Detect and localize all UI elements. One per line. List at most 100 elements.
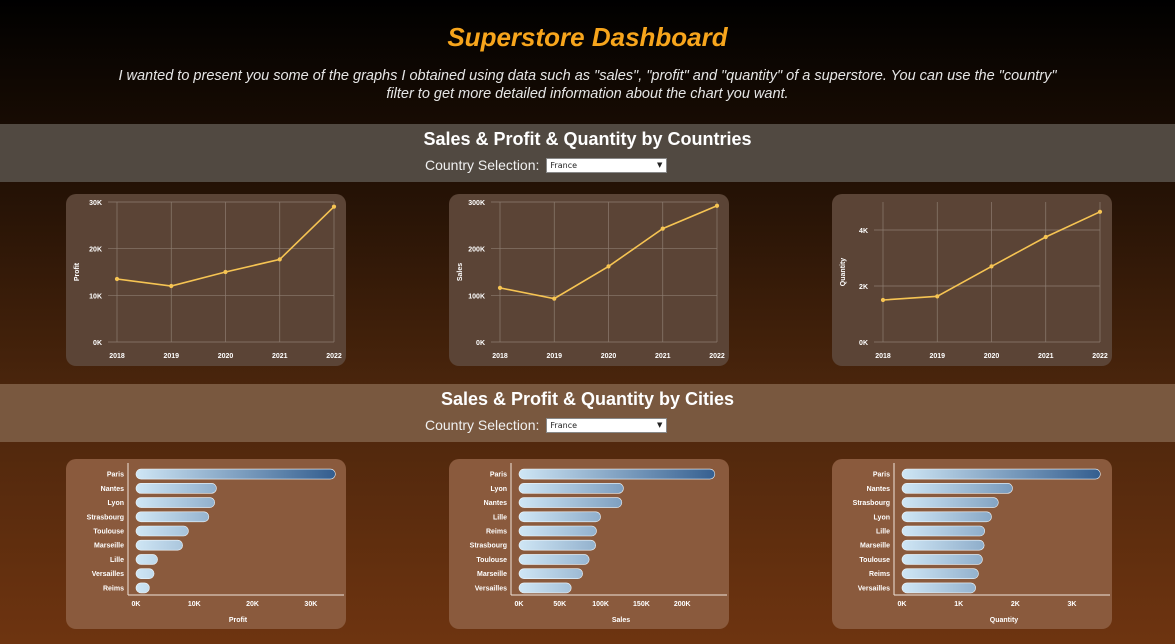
bar bbox=[901, 568, 979, 579]
countries-section-header: Sales & Profit & Quantity by Countries C… bbox=[0, 124, 1175, 182]
category-label: Lyon bbox=[874, 514, 890, 521]
x-tick-label: 3K bbox=[1068, 601, 1077, 608]
category-label: Nantes bbox=[101, 486, 124, 493]
data-point bbox=[660, 226, 665, 231]
data-point bbox=[169, 283, 174, 289]
sales-by-city-panel: Paris Lyon Nantes Lille Reims Strasbourg Toulo… bbox=[449, 459, 729, 629]
chevron-down-icon: ▼ bbox=[657, 420, 663, 429]
x-tick-label: 2K bbox=[1011, 601, 1020, 608]
profit-by-city-panel: Paris Nantes Lyon Strasbourg Toulouse Marseil… bbox=[66, 459, 346, 629]
x-tick-label: 0K bbox=[132, 601, 141, 608]
profit-by-year-chart: 0K 10K 20K 30K 2018 2019 2020 2021 2022 Profit bbox=[74, 200, 342, 360]
quantity-by-year-chart: 0K 2K 4K 2018 2019 2020 2021 2022 Quantity bbox=[840, 202, 1108, 360]
category-label: Versailles bbox=[858, 585, 890, 592]
bar bbox=[135, 468, 336, 480]
data-point bbox=[114, 276, 120, 282]
quantity-by-year-panel: 0K 2K 4K 2018 2019 2020 2021 2022 Quantity bbox=[832, 194, 1112, 366]
x-tick-label: 30K bbox=[304, 601, 317, 608]
intro-text: I wanted to present you some of the grap… bbox=[118, 68, 1057, 102]
profit-by-city-chart: Paris Nantes Lyon Strasbourg Toulouse Marseil… bbox=[87, 463, 344, 624]
x-tick-label: 2019 bbox=[163, 353, 179, 360]
x-tick-label: 2021 bbox=[1038, 353, 1054, 360]
category-label: Marseille bbox=[477, 571, 507, 578]
y-tick-label: 4K bbox=[859, 228, 868, 235]
chevron-down-icon: ▼ bbox=[657, 160, 663, 169]
x-tick-label: 2022 bbox=[326, 353, 342, 360]
country-filter-label: Country Selection: bbox=[425, 157, 540, 173]
quantity-by-city-panel: Paris Nantes Strasbourg Lyon Lille Marseille T… bbox=[832, 459, 1112, 629]
data-point bbox=[606, 264, 611, 269]
y-tick-label: 30K bbox=[89, 200, 102, 207]
bar bbox=[901, 539, 985, 551]
bar bbox=[901, 468, 1101, 480]
category-label: Paris bbox=[490, 472, 507, 479]
bar bbox=[135, 497, 215, 508]
dashboard-title: Superstore Dashboard bbox=[447, 22, 728, 52]
x-tick-label: 0K bbox=[515, 601, 524, 608]
category-label: Paris bbox=[107, 472, 124, 479]
city-country-select-value: France bbox=[550, 420, 578, 430]
y-tick-label: 2K bbox=[859, 284, 868, 291]
data-point bbox=[277, 257, 282, 262]
category-label: Toulouse bbox=[859, 557, 890, 564]
y-tick-label: 300K bbox=[468, 200, 485, 207]
data-point bbox=[497, 285, 503, 290]
data-point bbox=[880, 297, 886, 303]
x-axis-label: Profit bbox=[229, 617, 248, 624]
x-tick-label: 2020 bbox=[601, 353, 617, 360]
y-axis-label: Quantity bbox=[840, 258, 847, 286]
y-axis-label: Sales bbox=[457, 263, 464, 281]
category-label: Reims bbox=[486, 529, 507, 536]
data-point bbox=[935, 294, 940, 299]
bar bbox=[518, 497, 623, 508]
x-tick-label: 200K bbox=[674, 601, 691, 608]
bar bbox=[518, 525, 597, 537]
bar bbox=[901, 554, 983, 565]
x-tick-label: 2019 bbox=[546, 353, 562, 360]
x-tick-label: 1K bbox=[954, 601, 963, 608]
category-label: Lille bbox=[876, 529, 890, 536]
cities-section-header: Sales & Profit & Quantity by Cities Coun… bbox=[0, 384, 1175, 442]
x-tick-label: 2018 bbox=[109, 353, 125, 360]
category-label: Lyon bbox=[491, 486, 507, 493]
city-country-select[interactable]: France ▼ bbox=[546, 417, 668, 433]
bar bbox=[518, 582, 572, 594]
bar bbox=[518, 539, 597, 551]
bar bbox=[518, 511, 601, 523]
bar bbox=[518, 483, 624, 494]
category-label: Strasbourg bbox=[470, 543, 507, 550]
x-tick-label: 100K bbox=[592, 601, 609, 608]
bar bbox=[901, 497, 999, 508]
category-label: Nantes bbox=[867, 486, 890, 493]
data-point bbox=[223, 269, 228, 275]
x-tick-label: 20K bbox=[246, 601, 259, 608]
x-tick-label: 2021 bbox=[655, 353, 671, 360]
category-label: Nantes bbox=[484, 500, 507, 507]
x-tick-label: 2021 bbox=[272, 353, 288, 360]
bar bbox=[135, 582, 150, 594]
data-point bbox=[1043, 234, 1048, 240]
category-label: Paris bbox=[873, 472, 890, 479]
x-tick-label: 2018 bbox=[492, 353, 508, 360]
y-tick-label: 100K bbox=[468, 293, 485, 300]
bar bbox=[135, 525, 189, 537]
bar bbox=[901, 483, 1013, 494]
y-tick-label: 10K bbox=[89, 293, 102, 300]
x-axis-label: Sales bbox=[612, 617, 630, 624]
data-point bbox=[989, 264, 994, 269]
data-point bbox=[552, 296, 557, 301]
x-tick-label: 50K bbox=[553, 601, 566, 608]
category-label: Toulouse bbox=[93, 529, 124, 536]
y-axis-label: Profit bbox=[74, 262, 81, 281]
data-point bbox=[714, 203, 720, 208]
bar bbox=[135, 539, 183, 551]
profit-by-year-panel: 0K 10K 20K 30K 2018 2019 2020 2021 2022 Profit bbox=[66, 194, 346, 366]
category-label: Reims bbox=[869, 571, 890, 578]
category-label: Lyon bbox=[108, 500, 124, 507]
category-label: Versailles bbox=[475, 585, 507, 592]
bar bbox=[518, 468, 716, 480]
countries-section-title: Sales & Profit & Quantity by Countries bbox=[423, 129, 752, 149]
bar bbox=[518, 554, 590, 565]
country-select[interactable]: France ▼ bbox=[546, 157, 668, 173]
category-label: Strasbourg bbox=[87, 514, 124, 521]
